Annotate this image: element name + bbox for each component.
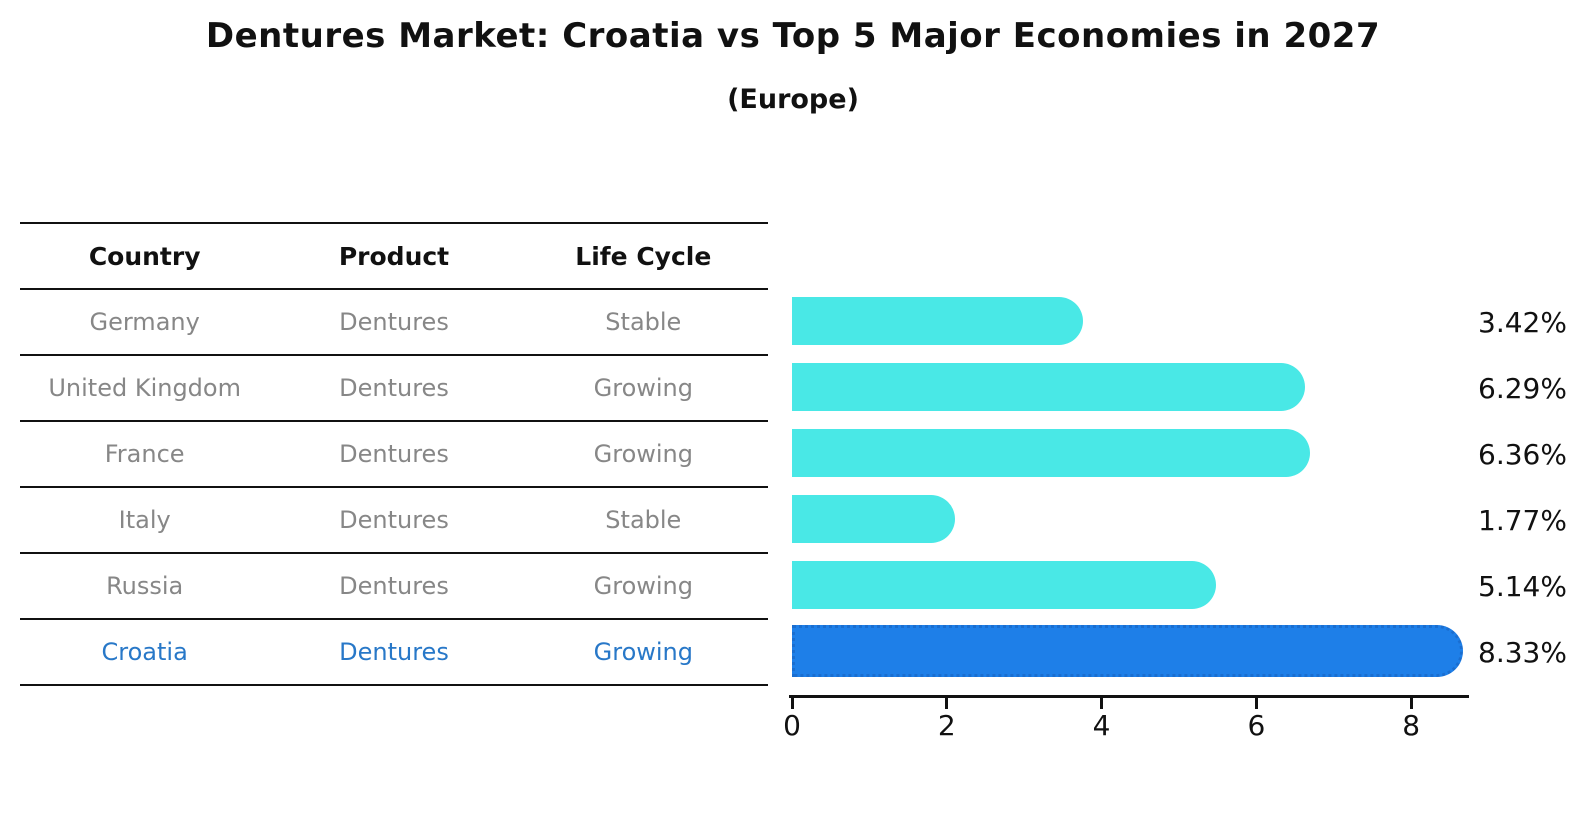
cell-product: Dentures [339, 440, 449, 468]
table-header-row: Country Product Life Cycle [20, 224, 768, 290]
cell-life-cycle: Growing [593, 374, 693, 402]
column-header-country: Country [88, 241, 201, 271]
column-header-life-cycle: Life Cycle [575, 241, 712, 271]
cell-life-cycle: Stable [605, 308, 682, 336]
x-tick-label: 0 [783, 709, 801, 742]
table-row-germany: Germany Dentures Stable [20, 290, 768, 356]
table-row-italy: Italy Dentures Stable [20, 488, 768, 554]
x-axis-line [789, 695, 1469, 698]
cell-country: United Kingdom [48, 374, 241, 402]
bar-russia [792, 561, 1216, 609]
bar-united-kingdom [792, 363, 1305, 411]
value-label-italy: 1.77% [1478, 504, 1567, 537]
chart-subtitle: (Europe) [727, 84, 859, 115]
bar-croatia [792, 625, 1463, 677]
cell-product: Dentures [339, 308, 449, 336]
x-tick-label: 6 [1247, 709, 1266, 742]
cell-country: France [104, 440, 185, 468]
x-tick-mark [1254, 698, 1258, 709]
cell-country: Croatia [101, 638, 188, 666]
cell-life-cycle: Growing [593, 638, 693, 666]
cell-country: Germany [89, 308, 200, 336]
x-tick-mark [945, 698, 949, 709]
cell-product: Dentures [339, 506, 449, 534]
chart-title: Dentures Market: Croatia vs Top 5 Major … [205, 16, 1381, 56]
x-tick-label: 8 [1402, 709, 1421, 742]
cell-life-cycle: Growing [593, 440, 693, 468]
bar-germany [792, 297, 1083, 345]
cell-product: Dentures [339, 638, 449, 666]
x-tick-mark [1100, 698, 1104, 709]
value-label-germany: 3.42% [1478, 306, 1567, 339]
cell-country: Italy [118, 506, 171, 534]
x-tick-label: 2 [937, 709, 956, 742]
x-tick-mark [1409, 698, 1413, 709]
cell-product: Dentures [339, 374, 449, 402]
value-label-france: 6.36% [1478, 438, 1567, 471]
cell-life-cycle: Stable [605, 506, 682, 534]
cell-country: Russia [106, 572, 184, 600]
table-row-france: France Dentures Growing [20, 422, 768, 488]
table-row-russia: Russia Dentures Growing [20, 554, 768, 620]
x-tick-label: 4 [1092, 709, 1111, 742]
value-label-russia: 5.14% [1478, 570, 1567, 603]
value-label-united-kingdom: 6.29% [1478, 372, 1567, 405]
country-table: Country Product Life Cycle Germany Dentu… [20, 222, 768, 686]
value-label-croatia: 8.33% [1478, 636, 1567, 669]
cell-life-cycle: Growing [593, 572, 693, 600]
column-header-product: Product [338, 241, 450, 271]
cell-product: Dentures [339, 572, 449, 600]
x-tick-mark [790, 698, 794, 709]
bar-italy [792, 495, 955, 543]
table-row-united-kingdom: United Kingdom Dentures Growing [20, 356, 768, 422]
bar-france [792, 429, 1311, 477]
table-row-croatia: Croatia Dentures Growing [20, 620, 768, 686]
